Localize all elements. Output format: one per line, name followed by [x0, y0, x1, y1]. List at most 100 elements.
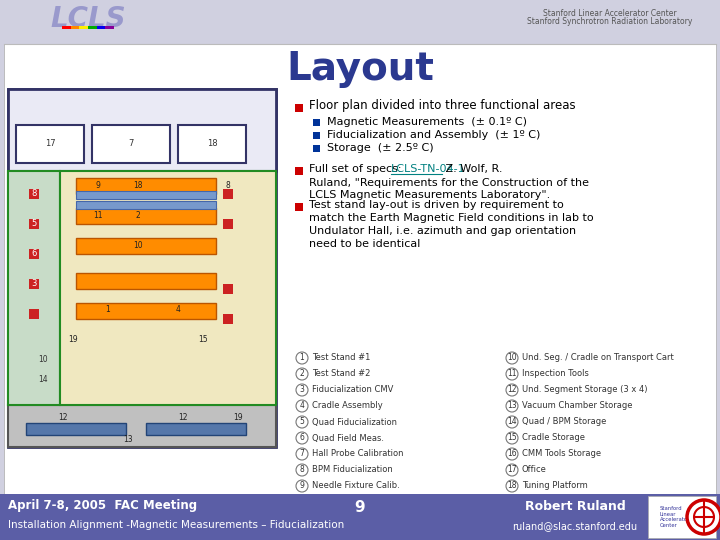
FancyBboxPatch shape — [92, 125, 170, 163]
Text: 13: 13 — [507, 402, 517, 410]
Bar — [71, 26, 79, 29]
Circle shape — [296, 432, 308, 444]
Text: 5: 5 — [300, 417, 305, 427]
Bar — [88, 26, 96, 29]
Text: Storage  (± 2.5º C): Storage (± 2.5º C) — [327, 143, 433, 153]
Text: 9: 9 — [96, 181, 100, 191]
Text: 8: 8 — [225, 181, 230, 191]
FancyBboxPatch shape — [60, 171, 276, 405]
Bar — [29, 249, 39, 259]
Text: LCLS Magnetic Measurements Laboratory".: LCLS Magnetic Measurements Laboratory". — [309, 190, 550, 200]
Circle shape — [296, 480, 308, 492]
Text: Full set of specs:: Full set of specs: — [309, 164, 405, 174]
Text: Und. Seg. / Cradle on Transport Cart: Und. Seg. / Cradle on Transport Cart — [522, 354, 674, 362]
Circle shape — [506, 400, 518, 412]
Text: LCLS: LCLS — [50, 5, 126, 33]
Text: 5: 5 — [32, 219, 37, 228]
Circle shape — [296, 384, 308, 396]
Text: Test Stand #2: Test Stand #2 — [312, 369, 370, 379]
FancyBboxPatch shape — [648, 496, 716, 538]
Text: 15: 15 — [198, 334, 208, 343]
Text: 14: 14 — [38, 375, 48, 383]
Circle shape — [296, 448, 308, 460]
Circle shape — [296, 352, 308, 364]
Text: Ruland, "Requirements for the Construction of the: Ruland, "Requirements for the Constructi… — [309, 178, 589, 188]
FancyBboxPatch shape — [8, 405, 276, 447]
Text: 9: 9 — [300, 482, 305, 490]
Text: Office: Office — [522, 465, 547, 475]
Text: 13: 13 — [123, 435, 132, 443]
Bar — [313, 132, 320, 139]
Text: 6: 6 — [31, 249, 37, 259]
Bar — [223, 189, 233, 199]
Bar — [223, 284, 233, 294]
Circle shape — [506, 496, 518, 508]
Circle shape — [506, 448, 518, 460]
FancyBboxPatch shape — [8, 89, 276, 171]
Bar — [29, 309, 39, 319]
Bar — [223, 314, 233, 324]
Text: Inspection Tools: Inspection Tools — [522, 369, 589, 379]
Text: 10: 10 — [133, 241, 143, 251]
Text: Stanford Linear Accelerator Center: Stanford Linear Accelerator Center — [543, 10, 677, 18]
Bar — [295, 167, 303, 175]
Text: HVAC Equipment: HVAC Equipment — [522, 497, 593, 507]
Text: 17: 17 — [507, 465, 517, 475]
Text: Fiducialization and Assembly  (± 1º C): Fiducialization and Assembly (± 1º C) — [327, 130, 541, 140]
Text: 7: 7 — [128, 139, 134, 148]
Text: 10: 10 — [38, 354, 48, 363]
Text: 19: 19 — [233, 413, 243, 422]
FancyBboxPatch shape — [8, 171, 276, 405]
Text: Layout: Layout — [286, 50, 434, 88]
FancyBboxPatch shape — [76, 178, 216, 194]
Text: Stanford
Linear
Accelerator
Center: Stanford Linear Accelerator Center — [660, 506, 690, 528]
FancyBboxPatch shape — [16, 125, 84, 163]
FancyBboxPatch shape — [76, 303, 216, 319]
Text: 14: 14 — [507, 417, 517, 427]
Circle shape — [687, 500, 720, 534]
FancyBboxPatch shape — [26, 423, 126, 435]
Circle shape — [296, 464, 308, 476]
Text: Fiducialization CMV: Fiducialization CMV — [312, 386, 393, 395]
FancyBboxPatch shape — [76, 273, 216, 289]
Bar — [295, 104, 303, 112]
Text: Test Stand #1: Test Stand #1 — [312, 354, 370, 362]
Circle shape — [296, 368, 308, 380]
Text: Vacuum Chamber Storage: Vacuum Chamber Storage — [522, 402, 632, 410]
Bar — [29, 279, 39, 289]
Text: CMM Tools Storage: CMM Tools Storage — [522, 449, 601, 458]
Text: Quad / BPM Storage: Quad / BPM Storage — [522, 417, 606, 427]
Text: match the Earth Magnetic Field conditions in lab to: match the Earth Magnetic Field condition… — [309, 213, 593, 223]
Text: 17: 17 — [45, 139, 55, 148]
Bar — [79, 26, 88, 29]
FancyBboxPatch shape — [4, 44, 716, 496]
Text: 2: 2 — [300, 369, 305, 379]
FancyBboxPatch shape — [178, 125, 246, 163]
FancyBboxPatch shape — [8, 89, 276, 447]
Bar — [62, 26, 71, 29]
Text: April 7-8, 2005  FAC Meeting: April 7-8, 2005 FAC Meeting — [8, 500, 197, 512]
Text: 18: 18 — [508, 482, 517, 490]
Text: 15: 15 — [507, 434, 517, 442]
Text: 12: 12 — [58, 413, 68, 422]
Text: Z. Wolf, R.: Z. Wolf, R. — [442, 164, 503, 174]
Text: Undulator Hall, i.e. azimuth and gap orientation: Undulator Hall, i.e. azimuth and gap ori… — [309, 226, 576, 236]
Text: 1: 1 — [106, 305, 110, 314]
Circle shape — [506, 384, 518, 396]
Text: 4: 4 — [176, 305, 181, 314]
Circle shape — [296, 400, 308, 412]
Text: Magnetic Measurements  (± 0.1º C): Magnetic Measurements (± 0.1º C) — [327, 117, 527, 127]
Text: Installation Alignment -Magnetic Measurements – Fiducialization: Installation Alignment -Magnetic Measure… — [8, 520, 344, 530]
Bar — [223, 219, 233, 229]
Circle shape — [506, 352, 518, 364]
FancyBboxPatch shape — [0, 494, 720, 540]
Bar — [295, 203, 303, 211]
Text: Und. Segment Storage (3 x 4): Und. Segment Storage (3 x 4) — [522, 386, 647, 395]
Text: Test stand lay-out is driven by requirement to: Test stand lay-out is driven by requirem… — [309, 200, 564, 210]
Text: Robert Ruland: Robert Ruland — [525, 500, 626, 512]
Text: 2: 2 — [135, 212, 140, 220]
Text: Tuning Platform: Tuning Platform — [522, 482, 588, 490]
Text: 18: 18 — [133, 181, 143, 191]
Text: 19: 19 — [507, 497, 517, 507]
Text: Cradle Assembly: Cradle Assembly — [312, 402, 383, 410]
